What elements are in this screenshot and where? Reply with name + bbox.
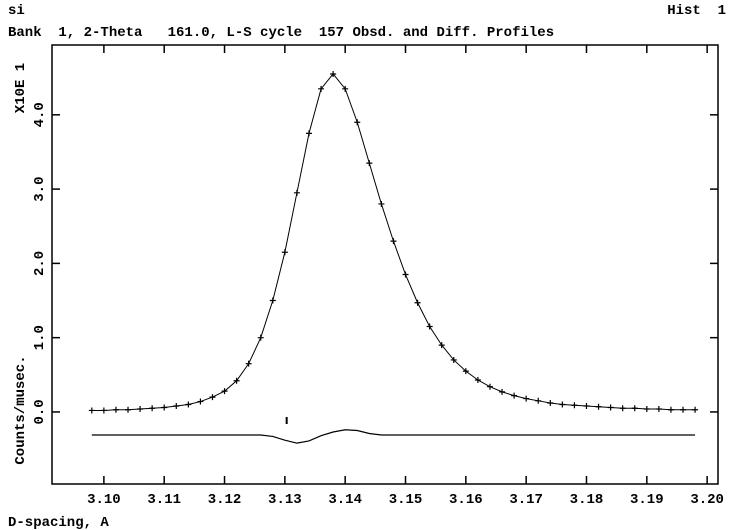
y-scale-label: X10E 1 <box>13 63 29 113</box>
observed-point <box>547 400 554 407</box>
observed-point <box>462 368 469 375</box>
observed-point <box>619 405 626 412</box>
observed-point <box>137 405 144 412</box>
x-tick-label: 3.19 <box>630 492 664 508</box>
observed-point <box>631 405 638 412</box>
x-axis-label: D-spacing, A <box>8 515 109 530</box>
x-tick-label: 3.14 <box>328 492 362 508</box>
observed-point <box>523 395 530 402</box>
y-tick-label: 2.0 <box>32 251 48 276</box>
y-tick-label: 1.0 <box>32 325 48 350</box>
observed-point <box>450 356 457 363</box>
observed-point <box>486 383 493 390</box>
observed-point <box>366 160 373 167</box>
observed-point <box>680 406 687 413</box>
observed-point <box>595 403 602 410</box>
observed-point <box>692 406 699 413</box>
observed-point <box>330 70 337 77</box>
observed-point <box>390 238 397 245</box>
observed-point <box>245 360 252 367</box>
observed-point <box>112 406 119 413</box>
observed-point <box>667 406 674 413</box>
observed-point <box>643 405 650 412</box>
x-tick-label: 3.15 <box>389 492 423 508</box>
x-tick-label: 3.16 <box>449 492 483 508</box>
observed-point <box>499 388 506 395</box>
y-tick-label: 0.0 <box>32 399 48 424</box>
x-tick-label: 3.18 <box>570 492 604 508</box>
observed-point <box>305 130 312 137</box>
observed-point <box>149 405 156 412</box>
observed-point <box>125 406 132 413</box>
x-tick-label: 3.13 <box>268 492 302 508</box>
observed-point <box>426 323 433 330</box>
observed-point <box>88 407 95 414</box>
y-tick-label: 3.0 <box>32 176 48 201</box>
observed-point <box>221 388 228 395</box>
observed-point <box>269 297 276 304</box>
chart-title: si <box>8 3 25 19</box>
observed-point <box>378 200 385 207</box>
observed-point <box>100 407 107 414</box>
observed-point <box>414 299 421 306</box>
hist-label: Hist 1 <box>667 3 726 19</box>
y-axis-label: Counts/musec. <box>13 355 29 464</box>
observed-point <box>571 402 578 409</box>
x-tick-label: 3.17 <box>509 492 543 508</box>
observed-point <box>233 377 240 384</box>
difference-curve <box>91 429 696 444</box>
chart-subtitle: Bank 1, 2-Theta 161.0, L-S cycle 157 Obs… <box>8 25 554 41</box>
observed-point <box>402 271 409 278</box>
y-tick-label: 4.0 <box>32 102 48 127</box>
observed-point <box>318 85 325 92</box>
observed-point <box>209 394 216 401</box>
observed-point <box>173 403 180 410</box>
plot-frame <box>51 44 719 485</box>
x-tick-label: 3.20 <box>690 492 724 508</box>
x-tick-label: 3.11 <box>147 492 181 508</box>
observed-point <box>535 397 542 404</box>
x-tick-label: 3.10 <box>87 492 121 508</box>
observed-point <box>559 401 566 408</box>
observed-point <box>354 119 361 126</box>
observed-point <box>438 342 445 349</box>
observed-point <box>474 377 481 384</box>
observed-point <box>342 85 349 92</box>
observed-point <box>293 189 300 196</box>
observed-point <box>197 398 204 405</box>
observed-point <box>607 404 614 411</box>
observed-point <box>655 405 662 412</box>
x-tick-label: 3.12 <box>208 492 242 508</box>
observed-point <box>583 403 590 410</box>
observed-point <box>185 401 192 408</box>
observed-point <box>281 249 288 256</box>
observed-point <box>257 334 264 341</box>
observed-point <box>511 392 518 399</box>
observed-point <box>161 404 168 411</box>
